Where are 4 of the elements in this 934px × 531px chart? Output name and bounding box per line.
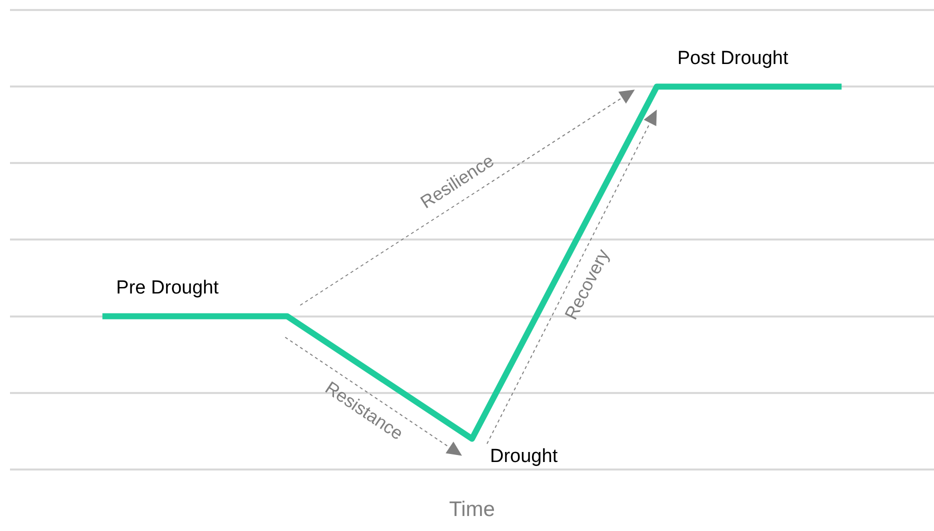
text: Post Drought (677, 48, 789, 69)
annotation: Drought (490, 446, 558, 468)
annotation: Pre Drought (116, 278, 220, 298)
x-axis-title: Time (449, 498, 495, 522)
